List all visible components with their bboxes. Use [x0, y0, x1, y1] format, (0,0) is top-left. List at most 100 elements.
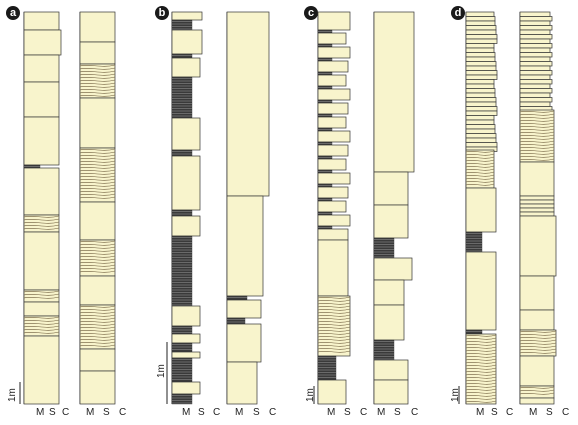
cross-lamination — [79, 320, 116, 323]
sandstone-bed — [465, 16, 496, 22]
sandstone-bed — [317, 379, 347, 405]
sandstone-bed — [23, 167, 60, 216]
panel-label-d: d — [451, 6, 465, 20]
cross-lamination — [317, 299, 351, 302]
sandstone-bed — [519, 83, 551, 89]
sandstone-bed — [519, 199, 555, 205]
axis-label-c: C — [213, 407, 221, 418]
cross-lamination — [465, 370, 497, 373]
panel-label-b: b — [155, 6, 169, 20]
sandstone-bed — [519, 38, 551, 44]
mudstone-bed — [171, 393, 193, 405]
cross-lamination — [317, 329, 351, 332]
cross-lamination — [23, 331, 60, 334]
cross-lamination — [519, 333, 557, 336]
cross-lamination — [79, 341, 116, 344]
cross-lamination — [465, 358, 497, 361]
sandstone-bed — [79, 239, 116, 277]
sandstone-bed — [519, 309, 555, 331]
cross-lamination — [465, 391, 497, 394]
sandstone-bed — [171, 117, 201, 151]
axis-label-m: M — [36, 407, 45, 418]
cross-lamination — [79, 79, 116, 82]
cross-lamination — [23, 227, 60, 230]
sandstone-bed — [317, 130, 351, 143]
cross-lamination — [465, 385, 497, 388]
cross-lamination — [23, 293, 60, 296]
sandstone-bed — [317, 228, 349, 241]
cross-lamination — [317, 335, 351, 338]
sandstone-bed — [465, 88, 496, 94]
sandstone-bed — [317, 186, 349, 199]
cross-lamination — [79, 76, 116, 79]
cross-lamination — [465, 343, 497, 346]
cross-lamination — [317, 347, 351, 350]
cross-lamination — [79, 160, 116, 163]
cross-lamination — [519, 345, 557, 348]
axis-label-c: C — [62, 407, 70, 418]
cross-lamination — [465, 382, 497, 385]
sandstone-bed — [519, 203, 555, 209]
cross-lamination — [519, 134, 555, 137]
axis-label-c: C — [119, 407, 127, 418]
sandstone-bed — [465, 92, 496, 98]
sandstone-bed — [519, 65, 551, 71]
sandstone-bed — [171, 29, 203, 55]
cross-lamination — [465, 165, 495, 168]
sandstone-bed — [79, 11, 116, 43]
cross-lamination — [317, 314, 351, 317]
mudstone-bed — [171, 53, 193, 59]
cross-lamination — [79, 264, 116, 267]
sandstone-bed — [465, 133, 497, 139]
sandstone-bed — [465, 119, 495, 125]
mudstone-bed — [226, 317, 246, 325]
sandstone-bed — [465, 20, 496, 26]
sandstone-bed — [317, 239, 349, 297]
cross-lamination — [465, 376, 497, 379]
axis-label-c: C — [562, 407, 570, 418]
mudstone-bed — [171, 235, 193, 307]
sandstone-bed — [465, 115, 495, 121]
cross-lamination — [519, 386, 555, 389]
cross-lamination — [79, 332, 116, 335]
sandstone-bed — [465, 11, 495, 17]
sandstone-bed — [373, 304, 405, 341]
cross-lamination — [79, 190, 116, 193]
sandstone-bed — [519, 275, 555, 311]
cross-lamination — [465, 355, 497, 358]
sandstone-bed — [465, 25, 497, 31]
axis-label-s: S — [546, 407, 553, 418]
cross-lamination — [317, 320, 351, 323]
cross-lamination — [465, 162, 495, 165]
sandstone-bed — [519, 101, 551, 107]
cross-lamination — [79, 196, 116, 199]
sandstone-bed — [519, 11, 551, 17]
cross-lamination — [79, 157, 116, 160]
cross-lamination — [79, 163, 116, 166]
sandstone-bed — [317, 295, 351, 357]
sandstone-bed — [171, 305, 201, 327]
cross-lamination — [317, 338, 351, 341]
sandstone-bed — [465, 83, 495, 89]
cross-lamination — [465, 397, 497, 400]
cross-lamination — [79, 252, 116, 255]
cross-lamination — [79, 267, 116, 270]
cross-lamination — [519, 146, 555, 149]
sandstone-bed — [317, 172, 351, 185]
cross-lamination — [23, 328, 60, 331]
mudstone-bed — [373, 237, 395, 259]
cross-lamination — [465, 340, 497, 343]
cross-lamination — [79, 323, 116, 326]
cross-lamination — [317, 326, 351, 329]
sandstone-bed — [519, 207, 555, 213]
sandstone-bed — [465, 65, 497, 71]
cross-lamination — [79, 270, 116, 273]
sandstone-bed — [317, 102, 349, 115]
cross-lamination — [317, 311, 351, 314]
panel-label-c: c — [304, 6, 318, 20]
cross-lamination — [465, 349, 497, 352]
cross-lamination — [23, 224, 60, 227]
cross-lamination — [465, 180, 495, 183]
sandstone-bed — [465, 142, 498, 148]
sandstone-bed — [519, 355, 555, 387]
